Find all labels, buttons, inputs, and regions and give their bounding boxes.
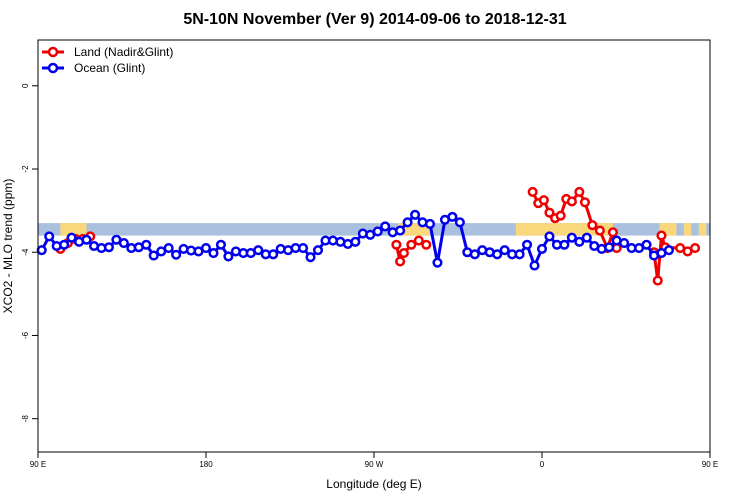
y-axis: 0 -2 -4 -6 -8 — [21, 83, 38, 422]
y-tick-label: 0 — [21, 83, 30, 88]
series-ocean-point — [424, 218, 436, 229]
series-land-point — [652, 275, 663, 286]
series-land-point — [398, 248, 409, 259]
series-ocean-point — [395, 225, 406, 236]
series-ocean-point — [253, 245, 264, 256]
series-land-point — [421, 239, 432, 250]
series-ocean-point — [141, 239, 152, 250]
series-land-point — [391, 239, 402, 250]
series-ocean-point — [619, 238, 630, 249]
series-ocean-point — [432, 257, 443, 268]
series-land-point — [566, 196, 577, 207]
series-ocean-point — [410, 209, 421, 220]
series-ocean-point — [514, 249, 525, 260]
series-land-point — [574, 186, 585, 197]
series-ocean-point — [522, 239, 533, 250]
x-tick-label: 0 — [540, 460, 545, 469]
y-tick-label: -6 — [21, 331, 30, 339]
series-land-point — [555, 210, 566, 221]
series-ocean-point — [312, 245, 324, 256]
y-tick-label: -4 — [21, 248, 30, 256]
legend-land-marker — [47, 46, 59, 58]
series-ocean-point — [663, 245, 674, 256]
y-tick-label: -8 — [21, 415, 30, 423]
x-tick-label: 180 — [199, 460, 213, 469]
series-ocean-point — [305, 252, 316, 263]
series-ocean-point — [529, 260, 540, 271]
series-ocean-point — [372, 226, 383, 237]
series-layer — [36, 186, 701, 286]
series-land-point — [406, 239, 417, 250]
series-ocean-point — [298, 243, 309, 254]
chart-title: 5N-10N November (Ver 9) 2014-09-06 to 20… — [183, 11, 566, 28]
series-ocean-point — [544, 231, 555, 242]
series-ocean-point — [171, 249, 182, 260]
series-land-point — [594, 225, 605, 236]
series-ocean-point — [81, 234, 92, 245]
series-ocean-point — [103, 242, 114, 253]
y-tick-label: -2 — [21, 165, 30, 173]
series-ocean-point — [402, 217, 413, 228]
series-ocean-point — [604, 242, 615, 253]
legend-land-label: Land (Nadir&Glint) — [74, 45, 173, 59]
reference-band-highlight — [698, 223, 707, 236]
series-ocean-point — [447, 211, 458, 222]
x-axis-label: Longitude (deg E) — [326, 477, 421, 491]
series-ocean-point — [536, 243, 548, 254]
series-ocean-point — [148, 250, 159, 261]
reference-band-highlight — [60, 223, 87, 236]
y-axis-label: XCO2 - MLO trend (ppm) — [1, 179, 15, 314]
reference-band-highlight — [683, 223, 692, 236]
series-ocean-point — [641, 239, 652, 250]
series-land-point — [579, 197, 590, 208]
series-ocean-point — [559, 239, 570, 250]
legend-ocean-label: Ocean (Glint) — [74, 61, 145, 75]
series-ocean-point — [44, 231, 55, 242]
series-ocean-point — [36, 245, 47, 256]
series-land-point — [656, 230, 667, 241]
series-land-point — [587, 220, 598, 231]
series-ocean-point — [59, 239, 70, 250]
series-ocean-point — [454, 217, 465, 228]
x-tick-label: 90 W — [365, 460, 384, 469]
series-ocean-point — [163, 243, 174, 254]
series-ocean-point — [268, 249, 279, 260]
series-ocean-point — [574, 236, 585, 247]
series-ocean-point — [566, 232, 577, 243]
series-ocean-point — [66, 232, 77, 243]
series-ocean-point — [223, 251, 234, 262]
series-land-point — [395, 256, 406, 267]
series-land-point — [544, 207, 555, 218]
series-ocean-point — [492, 249, 503, 260]
series-land-point — [690, 243, 701, 254]
series-ocean-point — [350, 236, 361, 247]
series-ocean-point — [118, 238, 129, 249]
legend: Land (Nadir&Glint) Ocean (Glint) — [42, 45, 173, 75]
series-land-point — [527, 186, 538, 197]
series-ocean-point — [581, 232, 592, 243]
series-ocean-point — [200, 243, 212, 254]
series-land-point — [413, 235, 424, 246]
x-tick-label: 90 E — [30, 460, 46, 469]
series-ocean-point — [499, 245, 510, 256]
series-ocean-point — [380, 221, 391, 232]
series-land-point — [607, 227, 618, 238]
series-land-point — [538, 195, 549, 206]
x-tick-label: 90 E — [702, 460, 718, 469]
series-ocean-point — [208, 248, 219, 259]
series-ocean-point — [215, 239, 226, 250]
x-axis: 90 E 180 90 W 0 90 E — [30, 452, 718, 469]
series-ocean-point — [469, 249, 480, 260]
legend-ocean-marker — [47, 62, 59, 74]
series-ocean — [36, 209, 674, 271]
